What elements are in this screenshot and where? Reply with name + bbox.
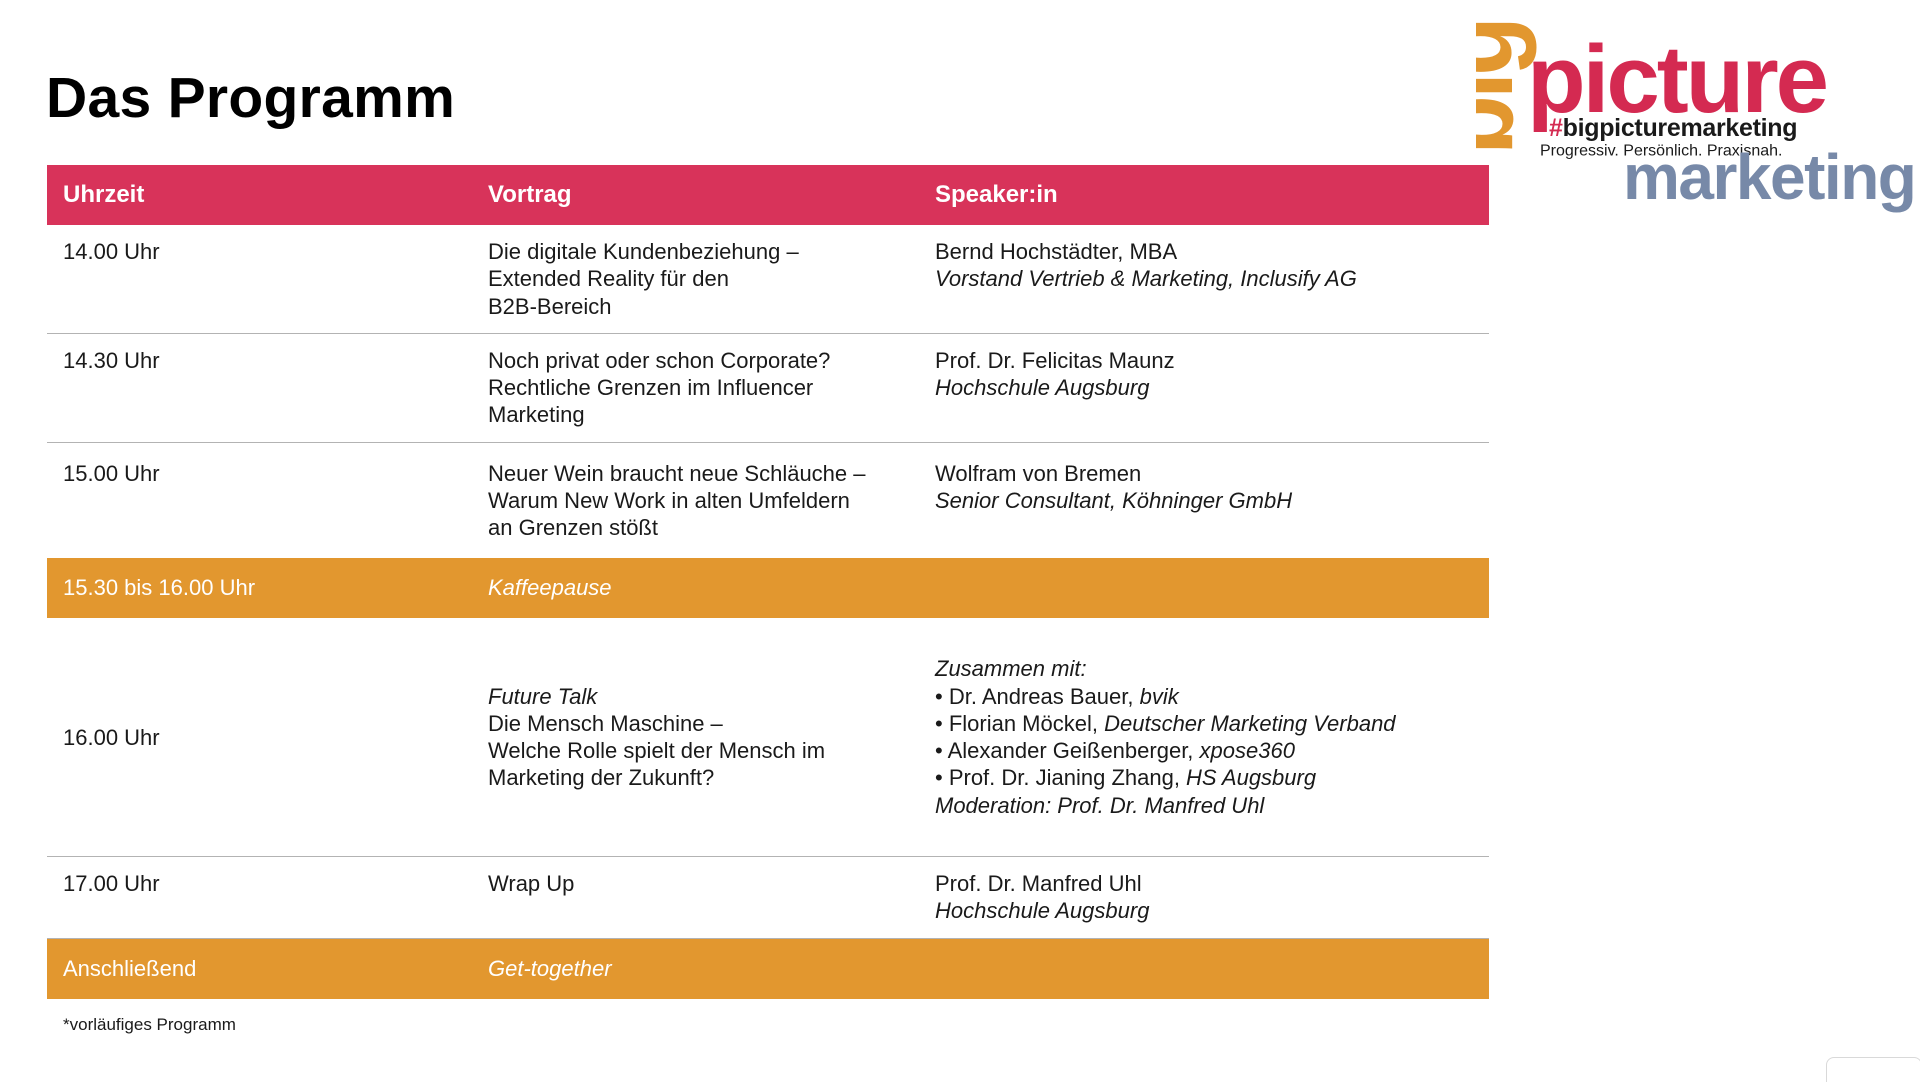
- svg-text:marketing: marketing: [1623, 141, 1915, 213]
- svg-text:#bigpicturemarketing: #bigpicturemarketing: [1549, 114, 1797, 142]
